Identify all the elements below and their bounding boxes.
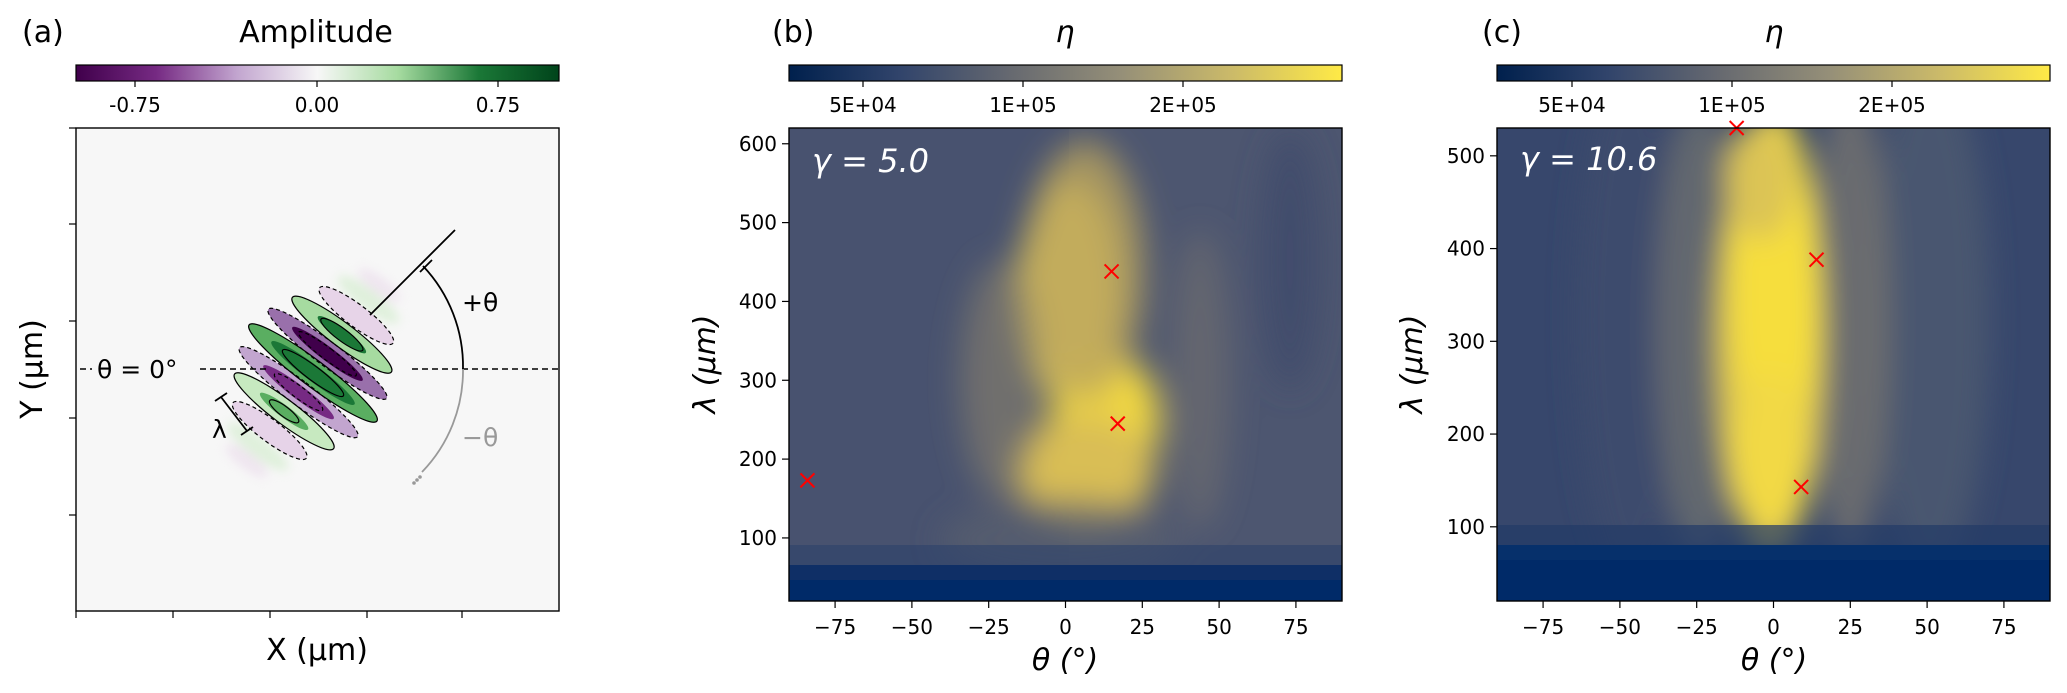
panel-c-markers [1728,120,1825,495]
x-tick-label: 25 [1130,615,1155,639]
panel-a-ylabel: Y (μm) [15,319,50,420]
panel-c-colorbar [1496,64,2051,82]
panel-c-gamma-label: γ = 10.6 [1520,140,1657,178]
panel-a-label: (a) [22,15,64,50]
plus-theta-label: +θ [462,288,498,317]
panel-c-heatmap [1497,128,2050,601]
panel-a-colorbar-title: Amplitude [239,15,393,50]
lambda-label: λ [212,415,227,444]
plus-theta-arc [422,265,464,370]
panel-c-colorbar-title: η [1764,15,1783,50]
minus-theta-arc [421,368,464,473]
panel-b-cbar-tick: 2E+05 [1149,93,1217,117]
panel-a-wavepacket [80,229,559,485]
panel-c-ylabel: λ (μm) [1395,314,1430,415]
panel-b-ylabel: λ (μm) [688,314,723,415]
panel-a-cbar-tick: 0.75 [476,93,521,117]
panel-a: (a) Amplitude -0.75 0.00 0.75 [15,15,560,668]
x-tick-label: −25 [1676,615,1718,639]
lambda-bar [220,396,248,432]
panel-b-colorbar [788,64,1343,82]
panel-b-colorbar-ticks [862,81,1184,87]
panel-a-colorbar-ticks [134,81,499,87]
x-tick-label: 0 [1059,615,1072,639]
optimum-marker [1103,263,1120,280]
x-tick-label: 75 [1283,615,1308,639]
panel-b-colorbar-title: η [1055,15,1074,50]
optimum-marker [1808,251,1825,268]
minus-theta-label: −θ [462,423,498,452]
y-tick-label: 500 [739,211,777,235]
panel-c: (c) η 5E+04 1E+05 2E+05 [1395,15,2051,678]
panel-c-xlabel: θ (°) [1741,643,1807,678]
x-tick-label: −75 [1522,615,1564,639]
x-tick-label: 0 [1767,615,1780,639]
y-tick-label: 200 [1447,422,1485,446]
theta-zero-label: θ = 0° [97,355,178,384]
panel-a-colorbar [75,64,560,82]
y-tick-label: 200 [739,447,777,471]
y-tick-label: 300 [739,368,777,392]
panel-a-cbar-tick: 0.00 [295,93,340,117]
panel-a-xlabel: X (μm) [266,633,368,668]
panel-b-label: (b) [772,15,814,50]
panel-b-yticks: 100 200 300 400 500 600 [739,132,789,550]
panel-b-xticks: −75 −50 −25 0 25 50 75 [814,601,1309,639]
panel-b-heatmap [789,128,1342,601]
y-tick-label: 100 [1447,515,1485,539]
panel-b-cbar-tick: 5E+04 [829,93,897,117]
panel-c-yticks: 100 200 300 400 500 [1447,144,1497,539]
panel-c-xticks: −75 −50 −25 0 25 50 75 [1522,601,2017,639]
x-tick-label: −50 [1599,615,1641,639]
y-tick-label: 400 [739,289,777,313]
panel-a-frame [75,127,560,612]
panel-b-markers [799,263,1126,489]
panel-c-cbar-tick: 2E+05 [1858,93,1926,117]
x-tick-label: 75 [1991,615,2016,639]
plus-theta-direction-line [369,229,456,316]
panel-c-label: (c) [1482,15,1522,50]
plus-theta-bar [419,259,433,273]
panel-c-cbar-tick: 1E+05 [1698,93,1766,117]
y-tick-label: 400 [1447,237,1485,261]
panel-b-xlabel: θ (°) [1032,643,1098,678]
x-tick-label: −25 [968,615,1010,639]
y-tick-label: 300 [1447,329,1485,353]
panel-b-gamma-label: γ = 5.0 [812,142,929,180]
optimum-marker [1793,479,1809,495]
panel-b: (b) η 5E+04 1E+05 2E+05 [688,15,1343,678]
panel-a-cbar-tick: -0.75 [109,93,161,117]
panel-c-cbar-tick: 5E+04 [1538,93,1606,117]
optimum-marker [799,472,816,489]
y-tick-label: 100 [739,526,777,550]
x-tick-label: 50 [1914,615,1939,639]
y-tick-label: 600 [739,132,777,156]
panel-a-ticks [69,127,463,618]
y-tick-label: 500 [1447,144,1485,168]
panel-b-cbar-tick: 1E+05 [989,93,1057,117]
x-tick-label: −75 [814,615,856,639]
x-tick-label: −50 [891,615,933,639]
x-tick-label: 25 [1838,615,1863,639]
panel-c-colorbar-ticks [1571,81,1893,87]
optimum-marker [1110,415,1126,432]
x-tick-label: 50 [1206,615,1231,639]
